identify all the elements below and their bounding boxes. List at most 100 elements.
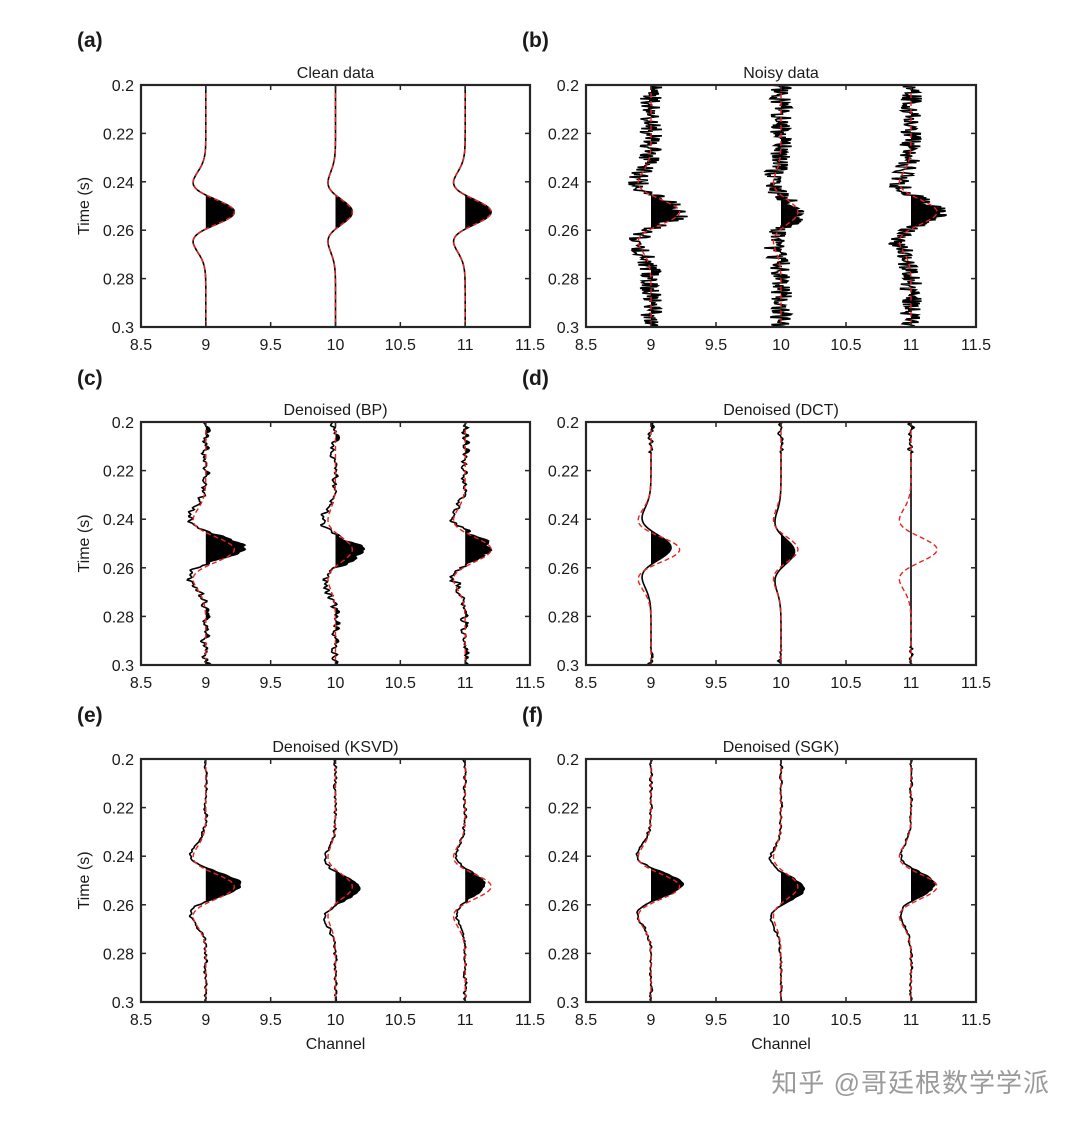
x-tick-label: 10.5 [385,675,416,692]
panel-letter: (a) [77,29,103,52]
x-tick-label: 11 [903,1012,920,1029]
y-tick-label: 0.28 [103,609,134,626]
x-tick-label: 10.5 [385,1012,416,1029]
x-tick-label: 11 [457,675,474,692]
y-tick-label: 0.3 [112,320,134,337]
trace-area [186,422,493,665]
reference-line-ch11 [452,759,492,1002]
trace-fill-ch9 [205,426,246,665]
reference-line-ch11 [898,422,938,665]
x-tick-label: 9.5 [705,675,727,692]
y-tick-label: 0.22 [103,126,134,143]
trace-fill-ch10 [335,195,353,230]
panel-f: (f) Denoised (SGK) 8.5 9 9.5 10 10.5 11 11.5 0.2 0… [522,704,991,1053]
y-tick-label: 0.2 [557,752,579,769]
reference-line-ch10 [772,759,799,1002]
y-tick-label: 0.2 [557,415,579,432]
reference-line-ch10 [327,422,353,665]
trace-line-ch11 [888,85,947,327]
x-tick-label: 9 [647,675,656,692]
x-tick-label: 11.5 [515,1012,545,1029]
y-tick-label: 0.24 [103,512,134,529]
reference-line-ch11 [898,759,938,1002]
panel-title: Denoised (KSVD) [272,739,398,756]
x-tick-label: 8.5 [130,675,152,692]
trace-area [637,422,938,665]
panel-title: Clean data [297,65,374,82]
x-tick-label: 8.5 [130,337,152,354]
y-tick-label: 0.2 [112,415,134,432]
x-tick-label: 11.5 [961,1012,991,1029]
x-tick-label: 10 [327,1012,345,1029]
x-tick-label: 11.5 [515,337,545,354]
x-tick-label: 11.5 [515,675,545,692]
x-tick-label: 10.5 [830,1012,861,1029]
x-tick-label: 9.5 [260,675,282,692]
x-tick-label: 10.5 [385,337,416,354]
x-tick-label: 11 [903,675,920,692]
x-tick-label: 8.5 [575,675,597,692]
y-tick-label: 0.24 [548,175,579,192]
y-axis-label: Time (s) [76,851,93,909]
trace-fill-ch9 [651,85,688,327]
x-tick-label: 11 [457,337,474,354]
watermark-text: 知乎 @哥廷根数学学派 [771,1068,1050,1098]
x-axis-label: Channel [751,1036,811,1053]
x-tick-label: 9 [201,1012,210,1029]
x-tick-label: 10 [327,675,345,692]
y-tick-label: 0.26 [548,223,579,240]
x-tick-label: 9.5 [260,1012,282,1029]
panel-b: (b) Noisy data 8.5 9 9.5 10 10.5 11 11.5 0.2 0.22 0… [522,29,991,354]
x-tick-label: 10 [772,337,790,354]
y-tick-label: 0.22 [548,126,579,143]
trace-fill-ch11 [911,87,947,327]
y-tick-label: 0.28 [103,272,134,289]
x-tick-label: 11.5 [961,675,991,692]
panel-title: Denoised (BP) [283,402,387,419]
y-tick-label: 0.3 [112,995,134,1012]
x-tick-label: 11 [903,337,920,354]
trace-line-ch11 [899,759,936,1002]
reference-line-ch10 [772,422,799,665]
trace-fill-ch9 [651,422,671,663]
reference-line-ch9 [637,85,681,327]
reference-line-ch9 [637,759,681,1002]
trace-fill-ch9 [651,759,684,993]
y-tick-label: 0.26 [548,898,579,915]
panel-letter: (e) [77,704,103,727]
trace-area [628,85,947,327]
panel-letter: (f) [522,704,543,727]
y-axis-label: Time (s) [76,514,93,572]
trace-line-ch11 [448,422,493,665]
trace-line-ch10 [763,85,805,327]
x-tick-label: 8.5 [575,1012,597,1029]
panel-d: (d) Denoised (DCT) 8.5 9 9.5 10 10.5 11 11.5 0.2 0… [522,367,991,692]
x-tick-label: 9 [201,337,210,354]
reference-line-ch9 [192,422,235,665]
reference-line-ch9 [637,422,681,665]
x-tick-label: 9.5 [705,337,727,354]
trace-fill-ch10 [335,766,360,1002]
x-tick-label: 10 [772,675,790,692]
y-tick-label: 0.28 [103,946,134,963]
y-tick-label: 0.24 [548,512,579,529]
x-tick-label: 11.5 [961,337,991,354]
y-tick-label: 0.3 [112,658,134,675]
x-tick-label: 9 [201,675,210,692]
y-tick-label: 0.22 [103,801,134,818]
trace-area [635,759,938,1002]
reference-line-ch11 [452,85,492,327]
y-tick-label: 0.26 [103,223,134,240]
panel-letter: (c) [77,367,103,390]
x-tick-label: 8.5 [575,337,597,354]
y-tick-label: 0.3 [557,320,579,337]
panel-a: (a) Clean data 8.5 9 9.5 10 10.5 11 11.5 0.2 0.22 0… [76,29,545,354]
trace-fill-ch11 [465,768,485,1002]
reference-line-ch11 [452,422,492,665]
y-tick-label: 0.28 [548,272,579,289]
y-tick-label: 0.2 [112,78,134,95]
trace-fill-ch9 [205,195,235,230]
y-tick-label: 0.28 [548,946,579,963]
trace-area [192,85,492,327]
y-tick-label: 0.26 [103,898,134,915]
